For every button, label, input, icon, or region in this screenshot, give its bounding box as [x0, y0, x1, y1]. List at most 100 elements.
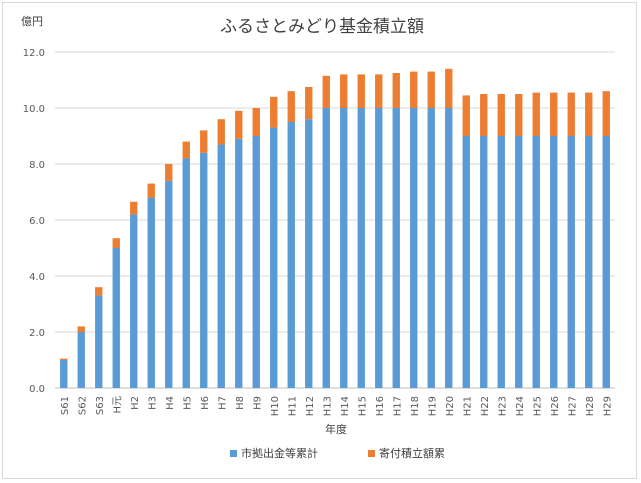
bar-segment-series-2	[182, 141, 190, 159]
bar-segment-series-2	[427, 71, 435, 108]
bar-segment-series-1	[270, 127, 278, 388]
bar-segment-series-2	[445, 68, 453, 108]
y-tick-label: 0.0	[29, 384, 45, 395]
bar-segment-series-1	[427, 108, 435, 388]
bar-segment-series-2	[410, 71, 418, 108]
bar-segment-series-1	[182, 158, 190, 388]
legend: 市拠出金等累計 寄付積立額累	[230, 446, 445, 460]
bar-segment-series-1	[357, 108, 365, 388]
bar-segment-series-2	[287, 91, 295, 122]
bar-segment-series-2	[550, 92, 558, 136]
x-tick-label: H28	[585, 396, 596, 416]
bar-segment-series-2	[567, 92, 575, 136]
bar-segment-series-2	[585, 92, 593, 136]
x-tick-label: S62	[77, 396, 88, 415]
bar-segment-series-2	[200, 130, 208, 153]
bar-segment-series-1	[497, 136, 505, 388]
x-tick-label: H9	[252, 396, 263, 410]
chart-frame: ふるさとみどり基金積立額 億円 0.0 2.0 4.0 6.0 8.0 10.0 12.0 …	[2, 2, 637, 479]
x-tick-label: H22	[480, 396, 491, 416]
bar-segment-series-1	[95, 295, 103, 388]
legend-swatch-series-1	[230, 450, 237, 457]
x-tick-label: H7	[217, 396, 228, 410]
x-tick-label: H5	[182, 396, 193, 410]
bar-segment-series-1	[217, 144, 225, 388]
x-tick-label: H4	[165, 396, 176, 410]
bar-segment-series-2	[95, 287, 103, 296]
bar-segment-series-2	[217, 119, 225, 145]
x-tick-label: H21	[462, 396, 473, 416]
bar-segment-series-1	[147, 197, 155, 388]
bar-segment-series-2	[497, 94, 505, 136]
bar-segment-series-2	[322, 75, 330, 108]
bar-segment-series-1	[340, 108, 348, 388]
x-tick-label: H10	[270, 396, 281, 416]
bar-segment-series-1	[585, 136, 593, 388]
x-tick-label: H17	[392, 396, 403, 416]
x-tick-labels: S61 S62 S63 H元 H2 H3 H4 H5 H6 H7 H8 H9 H10 H11 H12 H13 H…	[60, 396, 614, 416]
bar-segment-series-1	[322, 108, 330, 388]
bar-segment-series-2	[392, 73, 400, 108]
bar-segment-series-1	[252, 136, 260, 388]
bar-segment-series-2	[357, 74, 365, 108]
bar-segment-series-1	[532, 136, 540, 388]
x-tick-label: H29	[602, 396, 613, 416]
x-tick-label: H23	[497, 396, 508, 416]
bar-segment-series-2	[462, 95, 470, 136]
x-tick-label: H24	[515, 396, 526, 416]
x-tick-label: H8	[235, 396, 246, 410]
chart-svg: ふるさとみどり基金積立額 億円 0.02.04.06.08.010.012.0 …	[21, 15, 615, 460]
bar-segment-series-2	[60, 358, 68, 360]
y-tick-label: 4.0	[29, 272, 45, 283]
x-tick-label: H19	[427, 396, 438, 416]
bar-segment-series-1	[567, 136, 575, 388]
x-tick-label: H15	[357, 396, 368, 416]
x-tick-label: H16	[375, 396, 386, 416]
x-tick-label: H13	[322, 396, 333, 416]
bar-segment-series-1	[287, 122, 295, 388]
bar-segment-series-1	[130, 214, 138, 388]
legend-swatch-series-2	[368, 450, 375, 457]
bar-segment-series-1	[480, 136, 488, 388]
bar-segment-series-2	[602, 91, 610, 136]
chart-title: ふるさとみどり基金積立額	[220, 17, 424, 37]
y-tick-label: 6.0	[29, 216, 45, 227]
bar-segment-series-1	[165, 180, 173, 388]
y-tick-label: 12.0	[23, 48, 45, 59]
bar-segment-series-1	[200, 152, 208, 388]
x-tick-label: H6	[200, 396, 211, 410]
bar-segment-series-2	[235, 110, 243, 139]
y-tick-label: 10.0	[23, 104, 45, 115]
x-tick-label: H26	[550, 396, 561, 416]
bar-segment-series-1	[112, 248, 120, 388]
bar-segment-series-2	[147, 183, 155, 198]
bar-segment-series-1	[375, 108, 383, 388]
bar-segment-series-2	[375, 74, 383, 108]
bar-segment-series-2	[165, 164, 173, 181]
bar-segment-series-1	[550, 136, 558, 388]
x-tick-label: H2	[130, 396, 141, 410]
bar-segment-series-1	[235, 138, 243, 388]
gridlines	[55, 51, 615, 389]
bar-segment-series-1	[602, 136, 610, 388]
bar-segment-series-2	[515, 94, 523, 136]
bar-segment-series-2	[112, 238, 120, 248]
legend-label-series-1: 市拠出金等累計	[241, 446, 318, 460]
bar-segment-series-2	[532, 92, 540, 136]
bars	[60, 68, 610, 388]
bar-segment-series-2	[340, 74, 348, 108]
x-tick-label: H11	[287, 396, 298, 416]
y-unit-label: 億円	[21, 15, 43, 28]
x-tick-label: H25	[532, 396, 543, 416]
x-tick-label: S63	[95, 396, 106, 415]
bar-segment-series-1	[462, 136, 470, 388]
x-tick-label: H14	[340, 396, 351, 416]
bar-segment-series-1	[60, 360, 68, 388]
bar-segment-series-1	[77, 332, 85, 388]
legend-label-series-2: 寄付積立額累	[379, 446, 445, 460]
x-axis-title: 年度	[325, 422, 347, 436]
x-tick-label: H20	[445, 396, 456, 416]
y-tick-labels: 0.0 2.0 4.0 6.0 8.0 10.0 12.0	[23, 48, 45, 395]
bar-segment-series-2	[480, 94, 488, 136]
bar-segment-series-2	[252, 108, 260, 136]
